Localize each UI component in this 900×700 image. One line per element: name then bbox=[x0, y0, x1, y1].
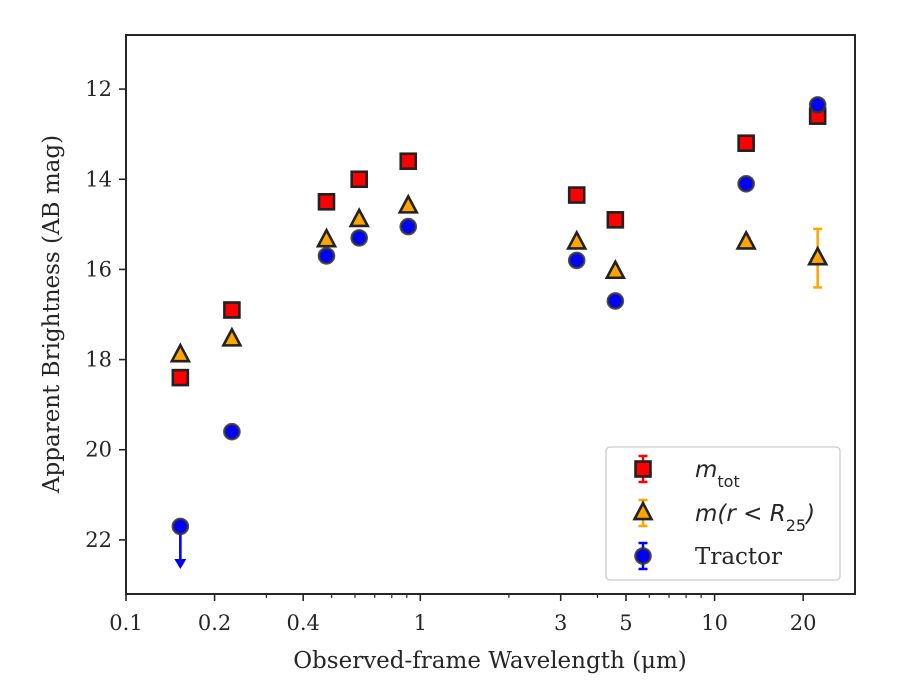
data-point bbox=[399, 217, 418, 236]
legend-box bbox=[605, 446, 841, 581]
x-tick-label: 20 bbox=[790, 611, 817, 635]
data-point bbox=[737, 134, 755, 152]
legend-marker bbox=[632, 500, 654, 521]
data-point bbox=[567, 251, 586, 270]
data-point bbox=[223, 301, 241, 319]
x-tick-label: 0.4 bbox=[286, 611, 319, 635]
y-tick-label: 16 bbox=[85, 257, 112, 281]
axis-ticks: 0.1 0.2 0.4 1 3 5 10 20 12 14 16 18 20 22 bbox=[85, 77, 816, 635]
legend-marker bbox=[634, 460, 652, 478]
data-point bbox=[317, 247, 336, 265]
plot-frame bbox=[125, 34, 856, 595]
data-point bbox=[350, 170, 368, 189]
data-point bbox=[566, 229, 588, 250]
legend-entry-label: mtot bbox=[695, 457, 740, 491]
x-tick-label: 10 bbox=[701, 611, 728, 635]
data-point bbox=[737, 174, 755, 193]
x-tick-label: 3 bbox=[554, 611, 567, 635]
data-point bbox=[350, 229, 368, 247]
data-point bbox=[171, 517, 190, 536]
x-tick-label: 5 bbox=[619, 611, 632, 635]
legend: mtot m(r < R25) Tractor bbox=[605, 446, 841, 581]
data-point bbox=[806, 245, 829, 266]
data-point bbox=[567, 186, 586, 204]
series-triangle bbox=[169, 193, 829, 363]
data-point bbox=[171, 368, 190, 387]
legend-marker bbox=[634, 547, 652, 565]
data-point bbox=[606, 211, 625, 229]
plot-area bbox=[169, 96, 829, 569]
y-tick-label: 14 bbox=[85, 167, 112, 191]
y-tick-label: 20 bbox=[85, 438, 112, 462]
y-tick-label: 12 bbox=[85, 77, 112, 101]
data-point bbox=[399, 152, 418, 171]
data-point bbox=[604, 258, 627, 280]
legend-entry-label: m(r < R25) bbox=[695, 501, 815, 535]
x-axis-label: Observed-frame Wavelength (μm) bbox=[293, 648, 687, 674]
data-point bbox=[221, 326, 243, 347]
data-point bbox=[315, 227, 338, 248]
y-tick-label: 22 bbox=[85, 528, 112, 552]
data-point bbox=[317, 192, 336, 211]
data-point bbox=[223, 422, 241, 441]
data-point bbox=[397, 193, 419, 214]
x-tick-label: 1 bbox=[414, 611, 427, 635]
series-square bbox=[171, 107, 827, 387]
legend-entry-label: Tractor bbox=[695, 544, 782, 570]
data-point bbox=[808, 96, 827, 114]
y-axis-label: Apparent Brightness (AB mag) bbox=[39, 135, 65, 494]
y-tick-label: 18 bbox=[85, 348, 112, 372]
data-point bbox=[169, 342, 192, 363]
x-tick-label: 0.2 bbox=[198, 611, 231, 635]
data-point bbox=[348, 207, 370, 228]
series-circle bbox=[171, 96, 827, 569]
upper-limit-arrowhead bbox=[174, 558, 187, 569]
x-tick-label: 0.1 bbox=[109, 611, 142, 635]
data-point bbox=[735, 229, 757, 250]
data-point bbox=[606, 292, 625, 310]
